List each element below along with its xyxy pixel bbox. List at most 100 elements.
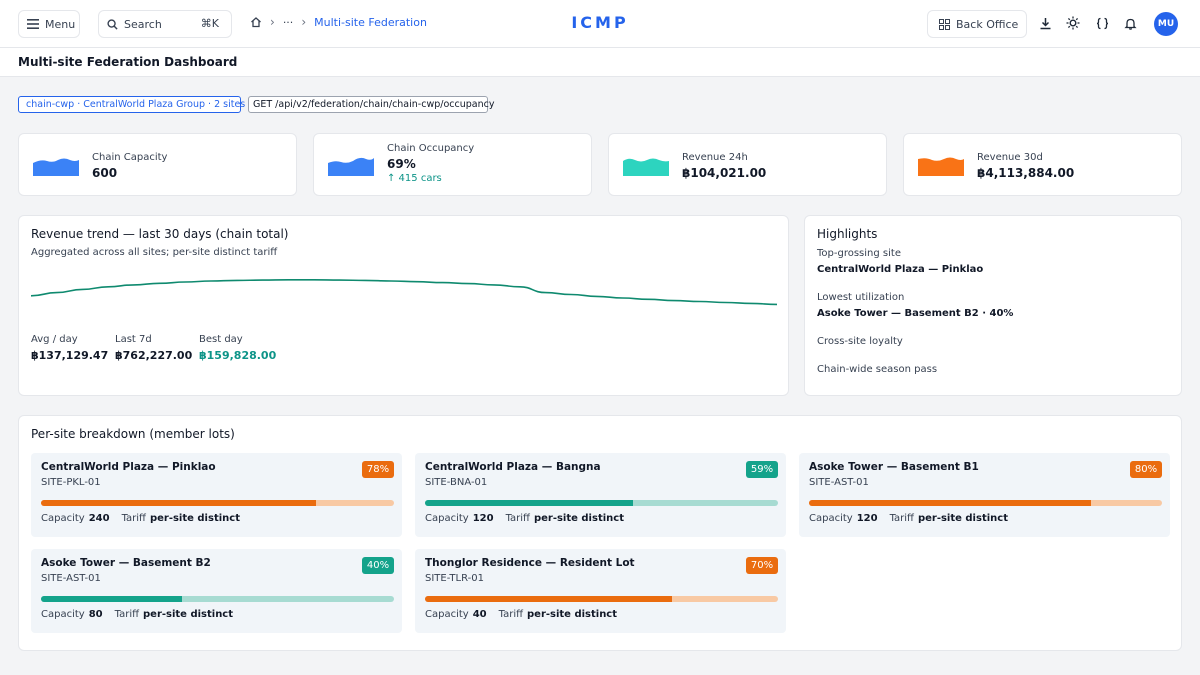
- kpi-value: 69%: [387, 157, 416, 171]
- occupancy-bar-fill: [41, 500, 317, 506]
- highlights-title: Highlights: [817, 227, 878, 241]
- sun-icon[interactable]: [1065, 15, 1081, 31]
- occupancy-badge: 78%: [362, 461, 394, 478]
- occupancy-badge: 59%: [746, 461, 778, 478]
- stat-value: ฿159,828.00: [199, 349, 277, 362]
- kpi-delta: ↑ 415 cars: [387, 173, 442, 184]
- capacity-label: Capacity: [41, 513, 85, 524]
- site-name: CentralWorld Plaza — Pinklao: [41, 461, 216, 473]
- kpi-label: Chain Occupancy: [387, 143, 475, 154]
- kpi-value: ฿4,113,884.00: [977, 166, 1075, 180]
- occupancy-bar-fill: [425, 596, 673, 602]
- stat-label: Avg / day: [31, 334, 78, 345]
- stat-value: ฿137,129.47: [31, 349, 109, 362]
- tariff-label: Tariff: [505, 513, 530, 524]
- site-id: SITE-AST-01: [41, 573, 101, 584]
- back-office-label: Back Office: [956, 17, 1019, 31]
- site-card[interactable]: CentralWorld Plaza — Pinklao SITE-PKL-01…: [31, 453, 402, 537]
- site-name: Asoke Tower — Basement B1: [809, 461, 979, 473]
- stat-value: ฿762,227.00: [115, 349, 193, 362]
- stat-label: Last 7d: [115, 334, 152, 345]
- highlights-panel: Highlights Top-grossing site CentralWorl…: [804, 215, 1182, 396]
- capacity-value: 120: [472, 513, 494, 524]
- sparkline-icon: [328, 157, 374, 176]
- back-office-button[interactable]: Back Office: [927, 10, 1027, 38]
- download-icon[interactable]: [1037, 15, 1053, 31]
- site-id: SITE-PKL-01: [41, 477, 101, 488]
- revenue-trend-chart: [31, 279, 778, 306]
- chevron-right-icon: ›: [270, 15, 275, 29]
- site-card[interactable]: Asoke Tower — Basement B2 SITE-AST-01 40…: [31, 549, 402, 633]
- home-icon[interactable]: [250, 16, 262, 28]
- tariff-value: per-site distinct: [149, 513, 240, 524]
- occupancy-bar: [41, 596, 394, 602]
- highlight-label: Lowest utilization: [817, 292, 905, 303]
- revenue-trend-subtitle: Aggregated across all sites; per-site di…: [31, 247, 278, 258]
- capacity-value: 40: [472, 609, 487, 620]
- occupancy-bar: [425, 596, 778, 602]
- highlight-label: Top-grossing site: [817, 248, 901, 259]
- menu-label: Menu: [45, 17, 76, 31]
- occupancy-badge: 70%: [746, 557, 778, 574]
- chevron-right-icon: ›: [301, 15, 307, 29]
- hamburger-icon: [27, 19, 39, 29]
- sparkline-icon: [918, 157, 964, 176]
- page-header: Multi-site Federation Dashboard: [0, 48, 1200, 77]
- occupancy-bar: [425, 500, 778, 506]
- kpi-label: Chain Capacity: [92, 152, 168, 163]
- site-id: SITE-BNA-01: [425, 477, 488, 488]
- site-card[interactable]: Thonglor Residence — Resident Lot SITE-T…: [415, 549, 786, 633]
- top-bar: Menu Search ⌘K › ··· › Multi-site Federa…: [0, 0, 1200, 48]
- sparkline-icon: [33, 158, 79, 176]
- capacity-label: Capacity: [41, 609, 85, 620]
- kpi-card-revenue-24h: Revenue 24h ฿104,021.00: [608, 133, 887, 196]
- kpi-label: Revenue 24h: [682, 152, 748, 163]
- site-name: Thonglor Residence — Resident Lot: [425, 557, 635, 569]
- breadcrumb-ellipsis[interactable]: ···: [282, 15, 294, 29]
- menu-button[interactable]: Menu: [18, 10, 80, 38]
- breadcrumb: › ··· › Multi-site Federation: [250, 15, 427, 29]
- highlight-value: Asoke Tower — Basement B2 · 40%: [817, 308, 1014, 319]
- page-title: Multi-site Federation Dashboard: [18, 55, 238, 69]
- brand-text[interactable]: ICMP: [571, 13, 629, 32]
- capacity-label: Capacity: [425, 609, 469, 620]
- bell-icon[interactable]: [1122, 15, 1138, 31]
- capacity-value: 120: [856, 513, 878, 524]
- search-button[interactable]: Search ⌘K: [98, 10, 232, 38]
- revenue-trend-title: Revenue trend — last 30 days (chain tota…: [31, 227, 289, 241]
- capacity-label: Capacity: [425, 513, 469, 524]
- site-id: SITE-AST-01: [809, 477, 869, 488]
- brand-logo: ICMP: [0, 13, 1200, 32]
- tariff-value: per-site distinct: [917, 513, 1008, 524]
- tariff-label: Tariff: [114, 609, 139, 620]
- site-meta: Capacity 80 Tariff per-site distinct: [41, 609, 241, 620]
- site-card[interactable]: CentralWorld Plaza — Bangna SITE-BNA-01 …: [415, 453, 786, 537]
- occupancy-bar-fill: [425, 500, 634, 506]
- occupancy-bar-fill: [41, 596, 183, 602]
- avatar[interactable]: MU: [1154, 12, 1178, 36]
- site-meta: Capacity 120 Tariff per-site distinct: [809, 513, 1016, 524]
- breadcrumb-current[interactable]: Multi-site Federation: [314, 15, 427, 29]
- occupancy-bar: [809, 500, 1162, 506]
- chain-chip[interactable]: chain-cwp · CentralWorld Plaza Group · 2…: [18, 96, 245, 113]
- occupancy-bar: [41, 500, 394, 506]
- kpi-card-chain-occupancy: Chain Occupancy 69% ↑ 415 cars: [313, 133, 592, 196]
- kpi-card-revenue-30d: Revenue 30d ฿4,113,884.00: [903, 133, 1182, 196]
- chain-chip-label: chain-cwp · CentralWorld Plaza Group · 2…: [26, 99, 246, 110]
- kpi-value: 600: [92, 166, 118, 180]
- tariff-value: per-site distinct: [527, 609, 618, 620]
- tariff-value: per-site distinct: [143, 609, 234, 620]
- kpi-card-chain-capacity: Chain Capacity 600: [18, 133, 297, 196]
- revenue-trend-panel: Revenue trend — last 30 days (chain tota…: [18, 215, 789, 396]
- site-name: Asoke Tower — Basement B2: [41, 557, 211, 569]
- code-braces-icon[interactable]: [1094, 15, 1110, 31]
- kpi-value: ฿104,021.00: [682, 166, 767, 180]
- occupancy-bar-fill: [809, 500, 1092, 506]
- api-endpoint-label: GET /api/v2/federation/chain/chain-cwp/o…: [253, 99, 495, 110]
- site-meta: Capacity 40 Tariff per-site distinct: [425, 609, 625, 620]
- search-label: Search: [124, 17, 162, 31]
- api-endpoint-chip[interactable]: GET /api/v2/federation/chain/chain-cwp/o…: [248, 96, 494, 113]
- highlight-label: Chain-wide season pass: [817, 364, 938, 375]
- site-card[interactable]: Asoke Tower — Basement B1 SITE-AST-01 80…: [799, 453, 1170, 537]
- highlight-value: CentralWorld Plaza — Pinklao: [817, 264, 984, 275]
